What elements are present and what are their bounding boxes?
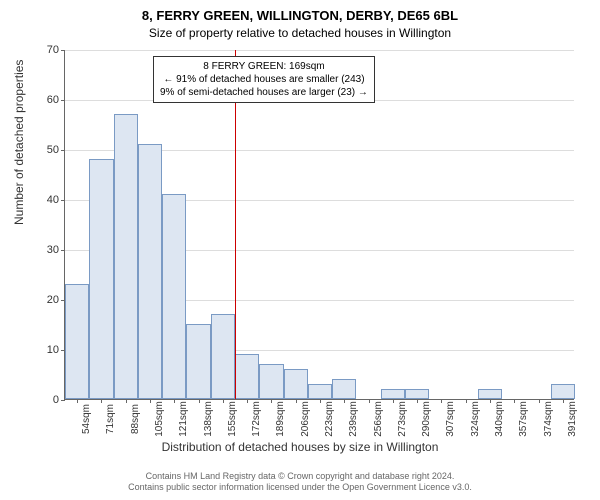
histogram-bar [65,284,89,399]
x-tick-label: 340sqm [490,401,505,437]
x-tick-label: 54sqm [77,404,92,434]
chart-title-sub: Size of property relative to detached ho… [0,26,600,40]
x-tick-label: 324sqm [466,401,481,437]
x-tick-label: 223sqm [320,401,335,437]
y-tick-label: 60 [47,94,65,106]
footer-line1: Contains HM Land Registry data © Crown c… [0,471,600,483]
x-tick-label: 357sqm [514,401,529,437]
y-tick-label: 0 [53,394,65,406]
histogram-bar [284,369,308,399]
x-tick-label: 172sqm [247,401,262,437]
annotation-line1: 8 FERRY GREEN: 169sqm [160,60,368,73]
chart-title-main: 8, FERRY GREEN, WILLINGTON, DERBY, DE65 … [0,8,600,23]
chart-area: 01020304050607054sqm71sqm88sqm105sqm121s… [64,50,574,400]
plot-region: 01020304050607054sqm71sqm88sqm105sqm121s… [64,50,574,400]
x-tick-label: 206sqm [296,401,311,437]
x-tick-label: 105sqm [150,401,165,437]
grid-line [65,50,574,51]
x-tick-label: 121sqm [174,401,189,437]
annotation-box: 8 FERRY GREEN: 169sqm← 91% of detached h… [153,56,375,103]
x-tick-label: 273sqm [393,401,408,437]
histogram-bar [138,144,162,399]
y-tick-label: 20 [47,294,65,306]
x-tick-label: 307sqm [441,401,456,437]
x-tick-label: 391sqm [563,401,578,437]
footer-line2: Contains public sector information licen… [0,482,600,494]
histogram-bar [551,384,575,399]
histogram-bar [259,364,283,399]
x-tick-label: 374sqm [539,401,554,437]
footer-attribution: Contains HM Land Registry data © Crown c… [0,471,600,494]
x-tick-label: 71sqm [101,404,116,434]
y-tick-label: 70 [47,44,65,56]
x-tick-mark [101,399,102,403]
histogram-bar [186,324,210,399]
y-axis-label: Number of detached properties [12,60,26,225]
histogram-bar [381,389,405,399]
histogram-bar [405,389,429,399]
histogram-bar [235,354,259,399]
y-tick-label: 50 [47,144,65,156]
x-axis-label: Distribution of detached houses by size … [0,440,600,454]
annotation-line3: 9% of semi-detached houses are larger (2… [160,86,368,99]
x-tick-mark [126,399,127,403]
x-tick-label: 88sqm [126,404,141,434]
y-tick-label: 10 [47,344,65,356]
x-tick-label: 138sqm [199,401,214,437]
y-tick-label: 40 [47,194,65,206]
histogram-bar [162,194,186,399]
histogram-bar [332,379,356,399]
histogram-bar [308,384,332,399]
x-tick-label: 290sqm [417,401,432,437]
x-tick-label: 189sqm [271,401,286,437]
x-tick-label: 256sqm [369,401,384,437]
y-tick-label: 30 [47,244,65,256]
x-tick-label: 239sqm [344,401,359,437]
histogram-bar [89,159,113,399]
histogram-bar [478,389,502,399]
annotation-line2: ← 91% of detached houses are smaller (24… [160,73,368,86]
x-tick-label: 155sqm [223,401,238,437]
x-tick-mark [77,399,78,403]
histogram-bar [114,114,138,399]
histogram-bar [211,314,235,399]
